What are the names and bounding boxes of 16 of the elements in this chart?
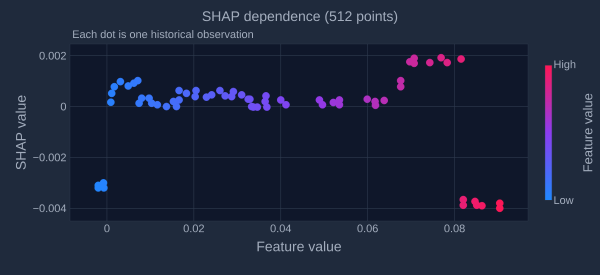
x-tick-label: 0.02	[184, 224, 204, 232]
chart-subtitle: Each dot is one historical observation	[73, 30, 253, 38]
x-tick-label: 0.08	[444, 224, 465, 232]
y-tick-label: −0.004	[33, 204, 66, 212]
y-axis-title: SHAP value	[16, 96, 26, 170]
chart-title: SHAP dependence (512 points)	[202, 10, 398, 24]
y-tick-label: 0	[60, 102, 66, 110]
x-axis-title: Feature value	[258, 241, 342, 252]
color-bar-title: Feature value	[582, 94, 592, 172]
x-tick-label: 0.06	[357, 224, 378, 232]
x-tick-label: 0.04	[270, 224, 292, 232]
x-tick-label: 0	[104, 224, 110, 232]
y-tick-label: −0.002	[33, 154, 66, 162]
color-bar-label: High	[554, 60, 576, 70]
color-bar-label: Low	[554, 196, 574, 204]
y-tick-label: 0.002	[39, 52, 66, 60]
